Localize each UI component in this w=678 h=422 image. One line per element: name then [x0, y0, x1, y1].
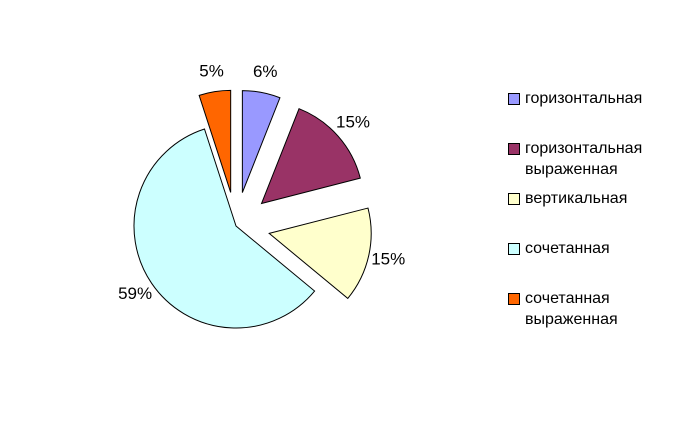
pie-slice: [198, 89, 232, 193]
legend-swatch: [508, 143, 520, 155]
legend-item: вертикальная: [508, 188, 668, 238]
data-label: 59%: [118, 284, 152, 303]
pie-slice: [260, 108, 361, 205]
legend-swatch: [508, 193, 520, 205]
legend-label: горизонтальная выраженная: [525, 140, 643, 178]
legend-item: горизонтальная: [508, 88, 668, 138]
legend-label: сочетанная выраженная: [525, 290, 618, 328]
pie-slice: [268, 207, 372, 300]
data-label: 6%: [253, 62, 278, 81]
legend-item: сочетанная выраженная: [508, 288, 668, 338]
legend-item: горизонтальная выраженная: [508, 138, 668, 188]
legend-label: сочетанная: [525, 240, 610, 257]
pie-slice: [241, 90, 281, 193]
legend: горизонтальная горизонтальная выраженная в…: [508, 88, 668, 338]
legend-swatch: [508, 243, 520, 255]
data-label: 15%: [371, 250, 405, 269]
data-label: 5%: [199, 61, 224, 80]
legend-swatch: [508, 93, 520, 105]
chart: 6% 15% 15% 59% 5%: [118, 61, 405, 329]
pie-slice: [133, 128, 316, 329]
legend-item: сочетанная: [508, 238, 668, 288]
legend-label: вертикальная: [525, 190, 628, 207]
legend-label: горизонтальная: [525, 90, 643, 107]
data-label: 15%: [336, 112, 370, 131]
legend-swatch: [508, 293, 520, 305]
